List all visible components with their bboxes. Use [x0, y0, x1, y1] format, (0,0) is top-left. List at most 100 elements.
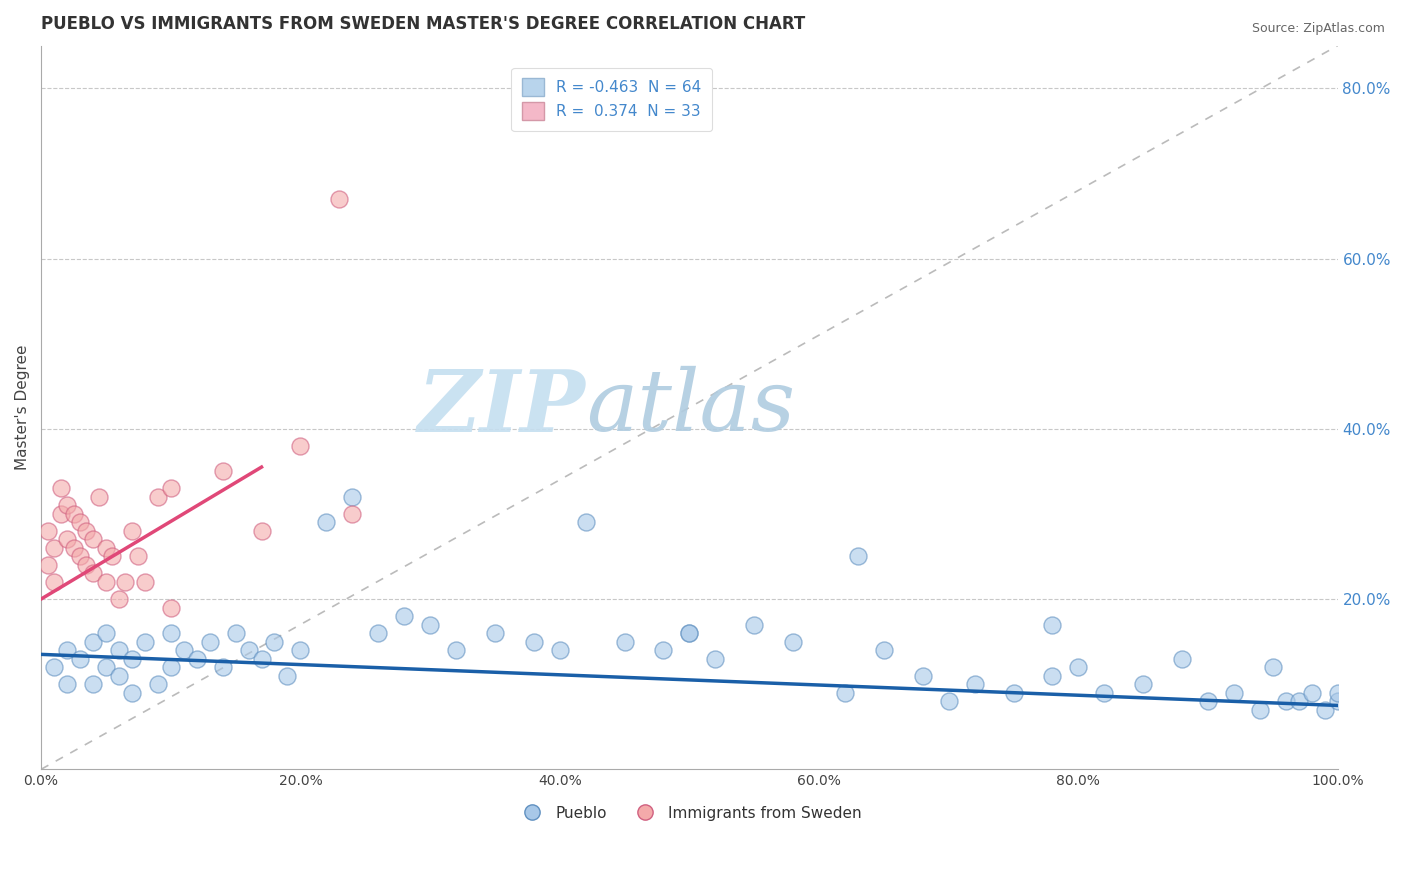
Point: [159, 481, 181, 495]
Point: [211, 464, 233, 478]
Point: [1171, 651, 1194, 665]
Point: [238, 643, 260, 657]
Point: [186, 651, 208, 665]
Point: [159, 660, 181, 674]
Point: [94, 574, 117, 589]
Point: [328, 192, 350, 206]
Point: [846, 549, 869, 564]
Point: [42, 574, 65, 589]
Point: [114, 574, 136, 589]
Point: [134, 634, 156, 648]
Point: [250, 651, 273, 665]
Point: [82, 533, 104, 547]
Point: [1042, 617, 1064, 632]
Point: [56, 533, 79, 547]
Text: atlas: atlas: [586, 366, 794, 449]
Point: [704, 651, 727, 665]
Point: [1002, 686, 1025, 700]
Point: [1326, 686, 1348, 700]
Point: [37, 558, 59, 572]
Point: [613, 634, 636, 648]
Point: [367, 626, 389, 640]
Point: [94, 541, 117, 555]
Point: [911, 668, 934, 682]
Point: [56, 677, 79, 691]
Point: [62, 507, 84, 521]
Point: [342, 507, 364, 521]
Point: [225, 626, 247, 640]
Point: [101, 549, 124, 564]
Y-axis label: Master's Degree: Master's Degree: [15, 344, 30, 470]
Point: [146, 490, 169, 504]
Point: [419, 617, 441, 632]
Point: [1132, 677, 1154, 691]
Point: [484, 626, 506, 640]
Point: [76, 558, 98, 572]
Text: Source: ZipAtlas.com: Source: ZipAtlas.com: [1251, 22, 1385, 36]
Point: [69, 651, 91, 665]
Point: [1261, 660, 1284, 674]
Point: [742, 617, 765, 632]
Point: [173, 643, 195, 657]
Point: [121, 524, 143, 538]
Point: [873, 643, 896, 657]
Point: [444, 643, 467, 657]
Point: [127, 549, 149, 564]
Point: [342, 490, 364, 504]
Point: [146, 677, 169, 691]
Point: [290, 439, 312, 453]
Point: [211, 660, 233, 674]
Point: [108, 643, 131, 657]
Point: [69, 549, 91, 564]
Point: [94, 660, 117, 674]
Point: [1301, 686, 1323, 700]
Point: [276, 668, 298, 682]
Point: [263, 634, 285, 648]
Point: [56, 643, 79, 657]
Point: [121, 651, 143, 665]
Text: PUEBLO VS IMMIGRANTS FROM SWEDEN MASTER'S DEGREE CORRELATION CHART: PUEBLO VS IMMIGRANTS FROM SWEDEN MASTER'…: [41, 15, 806, 33]
Point: [678, 626, 700, 640]
Point: [1288, 694, 1310, 708]
Point: [315, 516, 337, 530]
Point: [42, 541, 65, 555]
Point: [89, 490, 111, 504]
Point: [121, 686, 143, 700]
Point: [678, 626, 700, 640]
Point: [159, 600, 181, 615]
Point: [108, 668, 131, 682]
Point: [1042, 668, 1064, 682]
Point: [575, 516, 598, 530]
Point: [392, 609, 415, 624]
Point: [290, 643, 312, 657]
Point: [1313, 703, 1336, 717]
Point: [82, 677, 104, 691]
Point: [938, 694, 960, 708]
Point: [250, 524, 273, 538]
Point: [56, 499, 79, 513]
Point: [834, 686, 856, 700]
Point: [69, 516, 91, 530]
Point: [1223, 686, 1246, 700]
Point: [1249, 703, 1271, 717]
Legend: Pueblo, Immigrants from Sweden: Pueblo, Immigrants from Sweden: [510, 799, 868, 827]
Point: [1197, 694, 1219, 708]
Point: [94, 626, 117, 640]
Point: [82, 634, 104, 648]
Point: [1326, 694, 1348, 708]
Point: [49, 481, 72, 495]
Point: [963, 677, 986, 691]
Point: [1092, 686, 1115, 700]
Point: [198, 634, 221, 648]
Point: [62, 541, 84, 555]
Point: [159, 626, 181, 640]
Point: [42, 660, 65, 674]
Point: [782, 634, 804, 648]
Point: [652, 643, 675, 657]
Point: [37, 524, 59, 538]
Point: [134, 574, 156, 589]
Point: [523, 634, 546, 648]
Point: [1274, 694, 1296, 708]
Point: [548, 643, 571, 657]
Point: [108, 592, 131, 607]
